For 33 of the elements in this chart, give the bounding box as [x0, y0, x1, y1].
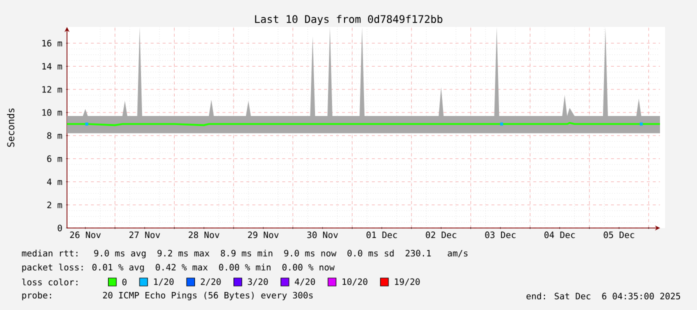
- x-tick-label: 03 Dec: [485, 232, 516, 238]
- legend-label: 0: [122, 278, 127, 286]
- y-tick-label: 4 m: [47, 178, 62, 185]
- legend-label: 1/20: [154, 278, 174, 286]
- y-tick-label: 2 m: [47, 202, 62, 208]
- y-tick-label: 6 m: [47, 155, 62, 162]
- x-tick-label: 05 Dec: [604, 232, 634, 238]
- x-tick-label: 28 Nov: [188, 232, 220, 238]
- text: end: Sat Dec 6 04:35:00 2025: [526, 292, 680, 300]
- legend-label: 10/20: [342, 278, 368, 286]
- y-tick-label: 16 m: [42, 40, 62, 46]
- x-tick-label: 29 Nov: [248, 232, 279, 238]
- text: loss color:: [22, 278, 78, 286]
- y-axis-title: Seconds: [7, 108, 14, 147]
- x-tick-label: 26 Nov: [70, 232, 101, 238]
- text: packet loss: 0.01 % avg 0.42 % max 0.00 % min 0.00 % now: [22, 264, 335, 272]
- y-tick-label: 14 m: [42, 63, 62, 70]
- x-tick-label: 30 Nov: [307, 232, 338, 238]
- text: probe: 20 ICMP Echo Pings (56 Bytes) every 300s: [22, 292, 313, 300]
- legend-label: 4/20: [294, 278, 315, 286]
- x-tick-label: 01 Dec: [366, 232, 397, 238]
- x-tick-label: 04 Dec: [544, 232, 575, 238]
- y-tick-label: 0: [58, 224, 62, 232]
- y-tick-label: 8 m: [47, 132, 62, 139]
- x-tick-label: 27 Nov: [129, 232, 160, 238]
- y-tick-label: 10 m: [42, 109, 62, 116]
- legend-label: 2/20: [200, 278, 221, 286]
- legend-label: 3/20: [248, 278, 268, 286]
- text: median rtt: 9.0 ms avg 9.2 ms max 8.9 ms min 9.0 ms now 0.0 ms sd 230.1 am/s: [22, 250, 468, 258]
- x-tick-label: 02 Dec: [426, 232, 456, 238]
- legend-label: 19/20: [394, 278, 420, 286]
- chart-title: Last 10 Days from 0d7849f172bb: [255, 14, 442, 26]
- y-tick-label: 12 m: [42, 86, 62, 93]
